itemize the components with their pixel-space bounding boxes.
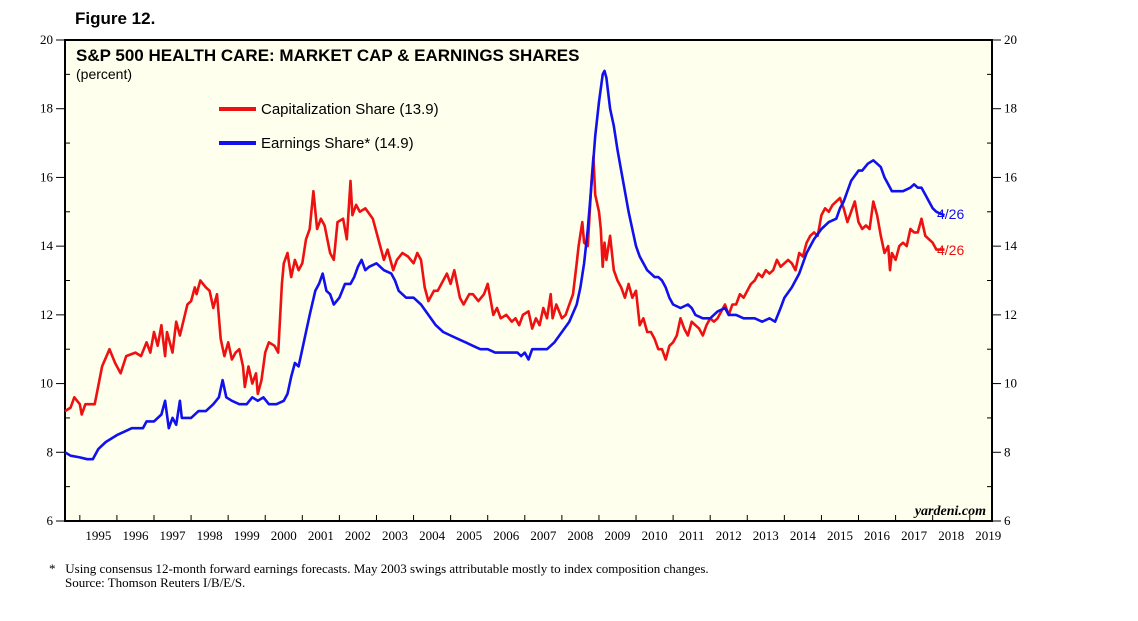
- x-tick-label: 2004: [419, 528, 446, 543]
- x-tick-label: 2017: [901, 528, 928, 543]
- x-tick-label: 2016: [864, 528, 891, 543]
- y-tick-label-left: 16: [40, 169, 54, 184]
- y-tick-label-left: 8: [47, 444, 54, 459]
- legend-label-capitalization: Capitalization Share (13.9): [261, 101, 439, 118]
- x-tick-label: 1995: [85, 528, 111, 543]
- left-axis: 6 8 10 12 14 16 18 20: [40, 32, 70, 528]
- footnote-text: Using consensus 12-month forward earning…: [65, 561, 709, 576]
- y-tick-label-right: 6: [1004, 513, 1011, 528]
- x-tick-label: 2000: [271, 528, 297, 543]
- y-tick-label-right: 20: [1004, 32, 1017, 47]
- y-tick-label-right: 8: [1004, 444, 1011, 459]
- legend-label-earnings: Earnings Share* (14.9): [261, 135, 414, 152]
- x-tick-label: 1998: [197, 528, 223, 543]
- x-tick-label: 2018: [938, 528, 964, 543]
- chart-title: S&P 500 HEALTH CARE: MARKET CAP & EARNIN…: [76, 46, 579, 65]
- x-tick-label: 2010: [642, 528, 668, 543]
- figure-label: Figure 12.: [75, 9, 156, 28]
- x-tick-label: 2003: [382, 528, 408, 543]
- legend: Capitalization Share (13.9) Earnings Sha…: [219, 101, 439, 152]
- series-line-capitalization: [64, 155, 945, 416]
- footnote: * Using consensus 12-month forward earni…: [49, 562, 709, 590]
- y-tick-label-left: 14: [40, 238, 54, 253]
- x-tick-label: 2002: [345, 528, 371, 543]
- y-tick-label-left: 12: [40, 307, 53, 322]
- x-tick-label: 2001: [308, 528, 334, 543]
- x-tick-label: 2006: [493, 528, 520, 543]
- x-tick-label: 1996: [122, 528, 149, 543]
- plot-area: [64, 39, 993, 522]
- y-tick-label-left: 6: [47, 513, 54, 528]
- x-tick-label: 2011: [679, 528, 705, 543]
- right-axis: 6 8 10 12 14 16 18 20: [987, 32, 1018, 528]
- y-tick-label-left: 20: [40, 32, 53, 47]
- x-tick-label: 2009: [604, 528, 630, 543]
- x-tick-label: 2019: [975, 528, 1001, 543]
- x-tick-label: 1999: [234, 528, 260, 543]
- x-tick-label: 2014: [790, 528, 817, 543]
- y-tick-label-right: 16: [1004, 169, 1018, 184]
- series-line-earnings: [64, 69, 945, 461]
- x-tick-label: 2012: [716, 528, 742, 543]
- y-tick-label-left: 18: [40, 101, 53, 116]
- y-tick-label-right: 14: [1004, 238, 1018, 253]
- watermark: yardeni.com: [913, 504, 986, 519]
- x-tick-label: 2013: [753, 528, 779, 543]
- y-tick-label-right: 12: [1004, 307, 1017, 322]
- y-tick-label-left: 10: [40, 376, 53, 391]
- x-axis: 1995 1996 1997 1998 1999 2000 2001 2002 2003 2004…: [79, 515, 1001, 543]
- x-tick-label: 2007: [530, 528, 557, 543]
- footnote-marker: *: [49, 561, 56, 576]
- x-tick-label: 2005: [456, 528, 482, 543]
- series-lines: [64, 69, 945, 461]
- footnote-line-1: * Using consensus 12-month forward earni…: [49, 562, 709, 576]
- chart-subtitle: (percent): [76, 66, 132, 82]
- x-tick-label: 1997: [160, 528, 187, 543]
- y-tick-label-right: 18: [1004, 101, 1017, 116]
- footnote-source: Source: Thomson Reuters I/B/E/S.: [65, 575, 246, 590]
- y-tick-label-right: 10: [1004, 376, 1017, 391]
- end-label-earnings: 4/26: [937, 206, 964, 222]
- x-tick-label: 2008: [567, 528, 593, 543]
- end-label-capitalization: 4/26: [937, 242, 964, 258]
- x-tick-label: 2015: [827, 528, 853, 543]
